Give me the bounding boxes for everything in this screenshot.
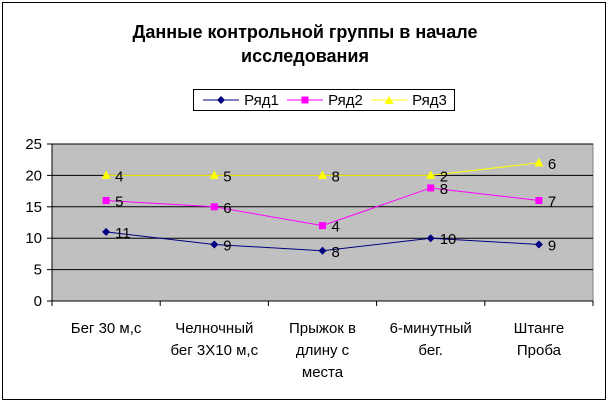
legend-entry-series-3: Ряд3 <box>369 92 447 109</box>
legend-swatch-series-3 <box>371 96 408 104</box>
series-1-point-1 <box>102 227 111 236</box>
series-1-point-4 <box>426 234 435 243</box>
legend-label-series-2: Ряд2 <box>328 91 363 109</box>
x-tick-label-2: Прыжок в длину с места <box>289 320 356 381</box>
series-2-point-2 <box>210 203 218 211</box>
y-tick-label-5: 25 <box>25 136 42 153</box>
series-1-point-5 <box>534 240 543 249</box>
legend-swatch-series-2 <box>287 96 324 104</box>
series-1-label-2: 9 <box>223 237 231 254</box>
legend-label-series-3: Ряд3 <box>412 91 447 109</box>
series-2-point-5 <box>535 197 543 205</box>
series-3-label-3: 8 <box>332 168 340 185</box>
y-tick-label-2: 10 <box>25 230 42 247</box>
series-3-label-5: 6 <box>548 156 556 173</box>
series-1-label-5: 9 <box>548 237 556 254</box>
x-tick-label-1: Челночный бег 3Х10 м,с <box>171 320 259 359</box>
x-tick-label-3: 6-минутный бег. <box>390 320 472 359</box>
series-2-label-4: 8 <box>440 181 448 198</box>
x-tick-label-0: Бег 30 м,с <box>71 320 142 337</box>
series-3-label-1: 4 <box>115 168 123 185</box>
series-3-label-4: 2 <box>440 168 448 185</box>
chart-legend: Ряд1 Ряд2 Ряд3 <box>193 89 455 111</box>
series-3-point-4 <box>426 170 436 179</box>
series-2-label-2: 6 <box>223 200 231 217</box>
series-2-label-3: 4 <box>332 219 340 236</box>
series-2-point-4 <box>427 184 435 192</box>
series-3-label-2: 5 <box>223 168 231 185</box>
series-1-point-3 <box>318 246 327 255</box>
series-1-label-4: 10 <box>440 231 457 248</box>
series-2-point-1 <box>102 197 110 205</box>
series-1-label-3: 8 <box>332 244 340 261</box>
series-2-point-3 <box>319 222 326 230</box>
legend-swatch-series-1 <box>203 96 240 104</box>
legend-label-series-1: Ряд1 <box>244 91 279 109</box>
series-1-label-1: 11 <box>115 225 131 242</box>
legend-entry-series-1: Ряд1 <box>201 92 279 109</box>
x-tick-label-4: Штанге Проба <box>514 320 565 359</box>
series-2-label-5: 7 <box>548 194 556 211</box>
series-2-label-1: 5 <box>115 194 123 211</box>
legend-entry-series-2: Ряд2 <box>285 92 363 109</box>
series-1-point-2 <box>210 240 219 249</box>
y-tick-label-3: 15 <box>25 199 42 216</box>
series-3-point-3 <box>318 170 327 179</box>
series-3-point-1 <box>101 170 111 179</box>
y-tick-label-0: 0 <box>34 293 42 310</box>
y-tick-label-4: 20 <box>25 167 42 184</box>
y-tick-label-1: 5 <box>34 262 42 279</box>
series-3-point-2 <box>209 170 219 179</box>
chart-title: Данные контрольной группы в начале иссле… <box>132 22 478 66</box>
series-3-point-5 <box>534 157 544 167</box>
